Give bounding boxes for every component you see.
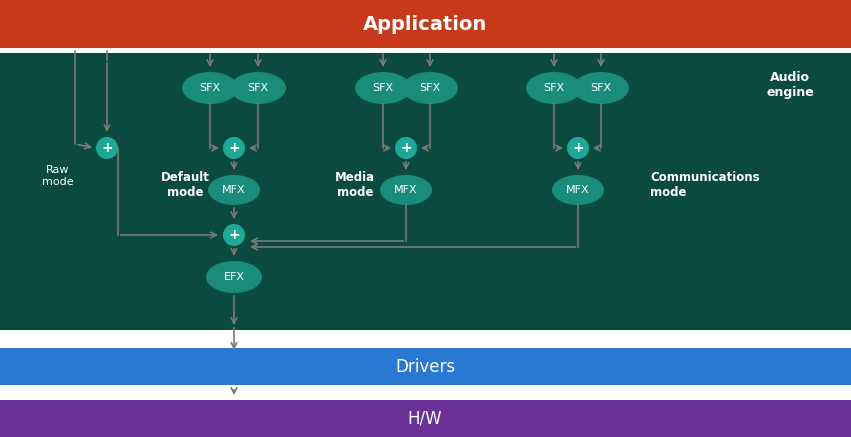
Circle shape [96, 137, 118, 159]
Bar [0, 348, 851, 385]
Ellipse shape [380, 175, 432, 205]
Text: MFX: MFX [394, 185, 418, 195]
Ellipse shape [230, 72, 286, 104]
Text: SFX: SFX [420, 83, 441, 93]
Text: H/W: H/W [408, 409, 443, 427]
Ellipse shape [526, 72, 582, 104]
Text: +: + [228, 228, 240, 242]
Circle shape [395, 137, 417, 159]
Ellipse shape [208, 175, 260, 205]
Ellipse shape [573, 72, 629, 104]
Text: +: + [400, 141, 412, 155]
Text: +: + [228, 141, 240, 155]
Ellipse shape [552, 175, 604, 205]
Ellipse shape [402, 72, 458, 104]
Circle shape [223, 224, 245, 246]
Text: +: + [101, 141, 113, 155]
Text: SFX: SFX [373, 83, 393, 93]
Text: Media
mode: Media mode [335, 171, 375, 199]
Bar [0, 0, 851, 48]
Circle shape [223, 137, 245, 159]
Ellipse shape [182, 72, 238, 104]
Text: MFX: MFX [566, 185, 590, 195]
Text: Drivers: Drivers [395, 357, 455, 375]
Text: Application: Application [363, 14, 487, 34]
Text: SFX: SFX [199, 83, 220, 93]
Text: SFX: SFX [544, 83, 564, 93]
Bar [0, 53, 851, 330]
Ellipse shape [355, 72, 411, 104]
Text: SFX: SFX [248, 83, 269, 93]
Text: Raw
mode: Raw mode [43, 165, 74, 187]
Text: Audio
engine: Audio engine [766, 71, 814, 99]
Text: Default
mode: Default mode [161, 171, 209, 199]
Bar [0, 400, 851, 437]
Ellipse shape [206, 261, 262, 293]
Circle shape [567, 137, 589, 159]
Text: EFX: EFX [224, 272, 244, 282]
Text: MFX: MFX [222, 185, 246, 195]
Text: +: + [572, 141, 584, 155]
Text: SFX: SFX [591, 83, 612, 93]
Text: Communications
mode: Communications mode [650, 171, 760, 199]
